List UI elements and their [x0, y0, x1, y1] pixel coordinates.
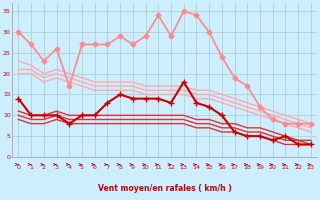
X-axis label: Vent moyen/en rafales ( km/h ): Vent moyen/en rafales ( km/h ): [98, 184, 231, 193]
